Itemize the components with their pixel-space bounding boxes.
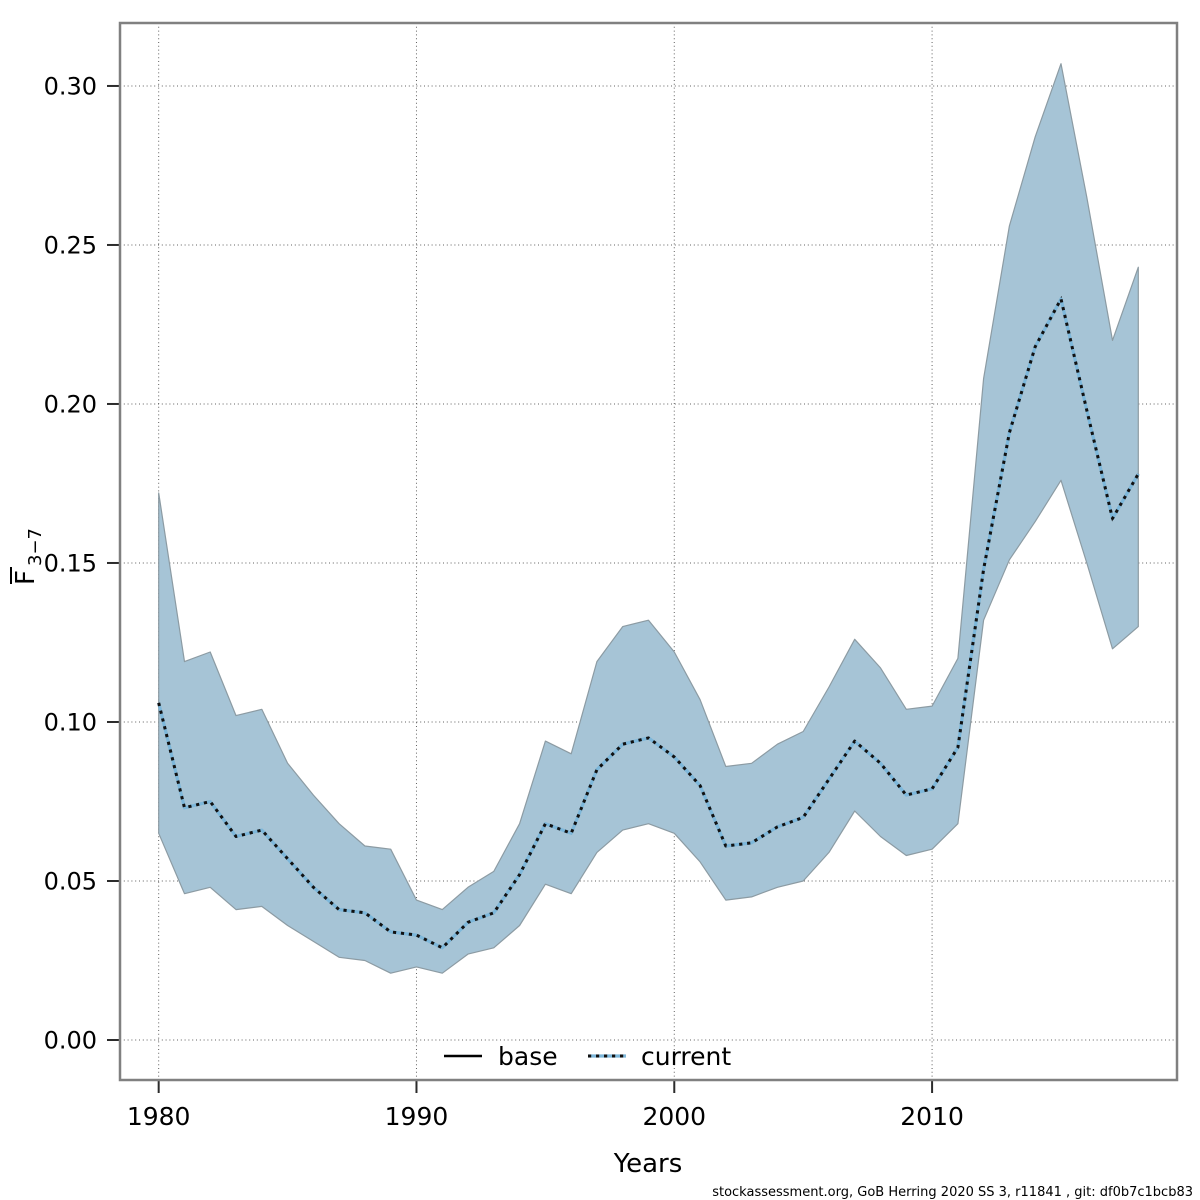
x-tick-label: 2000: [642, 1102, 706, 1131]
y-tick-label: 0.30: [44, 72, 97, 100]
y-axis-title-letter: F: [11, 570, 41, 585]
x-axis-title: Years: [613, 1149, 683, 1179]
legend-current-label: current: [641, 1042, 731, 1071]
y-tick-label: 0.25: [44, 231, 97, 259]
y-tick-label: 0.00: [44, 1026, 97, 1054]
current-line-dots: [157, 297, 1140, 950]
line-layer: [157, 295, 1140, 950]
y-tick-label: 0.15: [44, 549, 97, 577]
y-tick-label: 0.20: [44, 390, 97, 418]
y-axis-title: F 3−7: [10, 528, 46, 585]
x-tick-label: 1990: [385, 1102, 449, 1131]
axis-layer: 0.00 0.05 0.10 0.15 0.20 0.25 0.30 1980 1990 2000…: [44, 72, 964, 1131]
grid-layer: [120, 23, 1177, 1080]
legend: base current: [444, 1042, 731, 1071]
y-tick-label: 0.10: [44, 708, 97, 736]
y-axis-title-subscript: 3−7: [25, 528, 46, 566]
legend-base-label: base: [498, 1042, 558, 1071]
y-tick-label: 0.05: [44, 867, 97, 895]
x-tick-label: 1980: [127, 1102, 191, 1131]
band-layer: [158, 63, 1139, 974]
x-tick-label: 2010: [900, 1102, 964, 1131]
plot-frame: [118, 21, 1179, 1082]
confidence-band: [158, 63, 1139, 974]
footer-text: stockassessment.org, GoB Herring 2020 SS…: [712, 1185, 1193, 1200]
